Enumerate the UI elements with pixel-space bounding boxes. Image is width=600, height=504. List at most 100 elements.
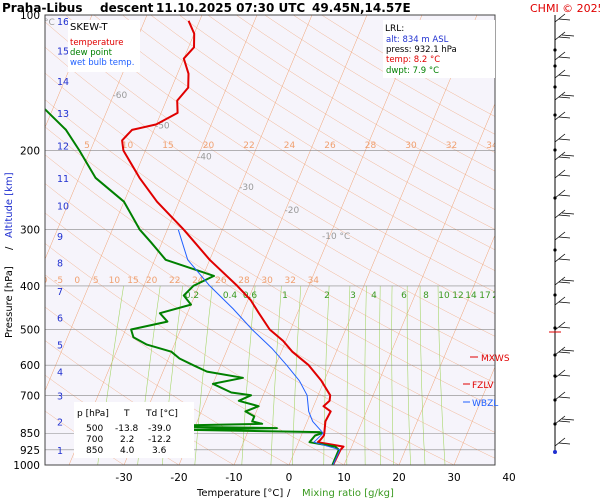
table-header-p: p [hPa]	[77, 409, 109, 419]
isotherm-tick-label: 34	[308, 276, 320, 286]
mixing-ratio-label: 6	[401, 291, 407, 301]
wind-barb-feather	[559, 443, 570, 444]
wind-barb-feather	[562, 35, 574, 36]
isotherm-tick-label: 5	[93, 276, 99, 286]
wind-barb	[555, 416, 565, 424]
wind-barb	[555, 438, 565, 446]
y-axis-separator: /	[4, 246, 15, 250]
isotherm-tick-label: 30	[261, 276, 273, 286]
wind-barb-feather	[559, 157, 570, 158]
legend-title: SKEW-T	[70, 22, 108, 33]
wbzl-label: WBZL	[472, 399, 498, 409]
fzlv-label: FZLV	[472, 381, 494, 391]
temperature-tick-label: 40	[502, 472, 515, 484]
wind-barb	[555, 210, 565, 218]
wind-barb-feather	[562, 280, 574, 281]
wind-lrl-point	[553, 450, 557, 454]
altitude-tick-label: 2	[57, 417, 63, 428]
mixing-ratio-label: 0.4	[223, 291, 238, 301]
title-datetime: 11.10.2025 07:30 UTC	[156, 1, 305, 15]
wind-point	[553, 293, 556, 296]
wind-barb	[555, 14, 565, 22]
wind-barb	[555, 254, 565, 262]
x-axis-title: Temperature [°C]	[196, 488, 283, 499]
isotherm-tick-label: 20	[146, 276, 158, 286]
altitude-tick-label: 14	[57, 77, 69, 88]
altitude-tick-label: 15	[57, 47, 69, 58]
altitude-tick-label: 10	[57, 201, 69, 212]
table-cell: 500	[86, 424, 103, 434]
mixing-ratio-label: 3	[350, 291, 356, 301]
y-axis-title-2: Altitude [km]	[4, 172, 15, 238]
mixing-ratio-label: 2	[324, 291, 330, 301]
table-cell: -13.8	[115, 424, 139, 434]
mixing-ratio-label: 12	[452, 291, 463, 301]
temperature-tick-label: 0	[286, 472, 293, 484]
mixing-ratio-label: 25	[510, 291, 521, 301]
lrl-temp: temp: 8.2 °C	[386, 55, 440, 65]
altitude-tick-label: 5	[57, 341, 63, 352]
wind-point	[553, 113, 556, 116]
pressure-tick-label: 1000	[13, 460, 40, 472]
wind-barb-feather	[559, 215, 570, 216]
wind-barb	[555, 134, 565, 142]
isotherm-tick-label: 10	[109, 276, 121, 286]
pressure-tick-label: 850	[20, 428, 40, 440]
wind-barb	[555, 322, 565, 330]
isotherm-tick-label: 22	[243, 141, 254, 151]
lrl-dwpt: dwpt: 7.9 °C	[386, 66, 439, 76]
table-cell: 2.2	[120, 435, 134, 445]
wind-barb-feather	[559, 302, 570, 303]
wind-point	[553, 422, 556, 425]
wind-barb-feather	[559, 352, 570, 353]
wind-point	[553, 148, 556, 151]
altitude-tick-label: 12	[57, 142, 69, 153]
x-axis-title-2: Mixing ratio [g/kg]	[302, 488, 394, 499]
isotherm-tick-label: 26	[324, 141, 336, 151]
title-location: 49.45N,14.57E	[312, 1, 411, 15]
wind-barb-feather	[559, 375, 570, 376]
wind-point	[553, 196, 556, 199]
isotherm-upper-label: -20	[285, 206, 300, 216]
isotherm-tick-label: 0	[74, 276, 80, 286]
wind-point	[553, 248, 556, 251]
altitude-tick-label: 4	[57, 368, 63, 379]
isotherm-tick-label: 5	[84, 141, 90, 151]
wind-barb	[555, 347, 565, 355]
temperature-tick-label: 30	[447, 472, 460, 484]
pressure-tick-label: 925	[20, 445, 40, 457]
table-header-t: T	[123, 409, 130, 419]
wind-barb-feather	[559, 282, 570, 283]
wind-barb-feather	[562, 213, 574, 214]
wind-barb-feather	[559, 75, 570, 76]
altitude-tick-label: 8	[57, 259, 63, 270]
lrl-title: LRL:	[385, 24, 404, 34]
mixing-ratio-label: 14	[465, 291, 477, 301]
wind-barb-feather	[562, 350, 574, 351]
mixing-ratio-label: 10	[438, 291, 450, 301]
isotherm-tick-label: 28	[365, 141, 377, 151]
table-cell: -12.2	[148, 435, 171, 445]
wind-barb-feather	[562, 419, 574, 420]
legend-dewpoint: dew point	[70, 48, 113, 58]
credit-text: CHMI © 2025	[530, 2, 600, 15]
title-direction: descent	[100, 1, 154, 15]
wind-barb	[555, 297, 565, 305]
wind-barb	[555, 170, 565, 178]
isotherm-upper-label: -10 °C	[322, 232, 350, 242]
wind-barb-feather	[559, 237, 570, 238]
table-cell: -39.0	[148, 424, 172, 434]
altitude-tick-label: 7	[57, 287, 63, 298]
table-cell: 850	[86, 446, 103, 456]
wind-barb-feather	[559, 57, 570, 58]
wind-barb	[555, 152, 565, 160]
temperature-tick-label: -20	[170, 472, 187, 484]
wind-point	[553, 64, 556, 67]
altitude-tick-label: 6	[57, 313, 63, 324]
isotherm-upper-label: -40	[197, 152, 212, 162]
pressure-tick-label: 600	[20, 360, 40, 372]
pressure-tick-label: 200	[20, 145, 40, 157]
wind-barb-feather	[559, 139, 570, 140]
